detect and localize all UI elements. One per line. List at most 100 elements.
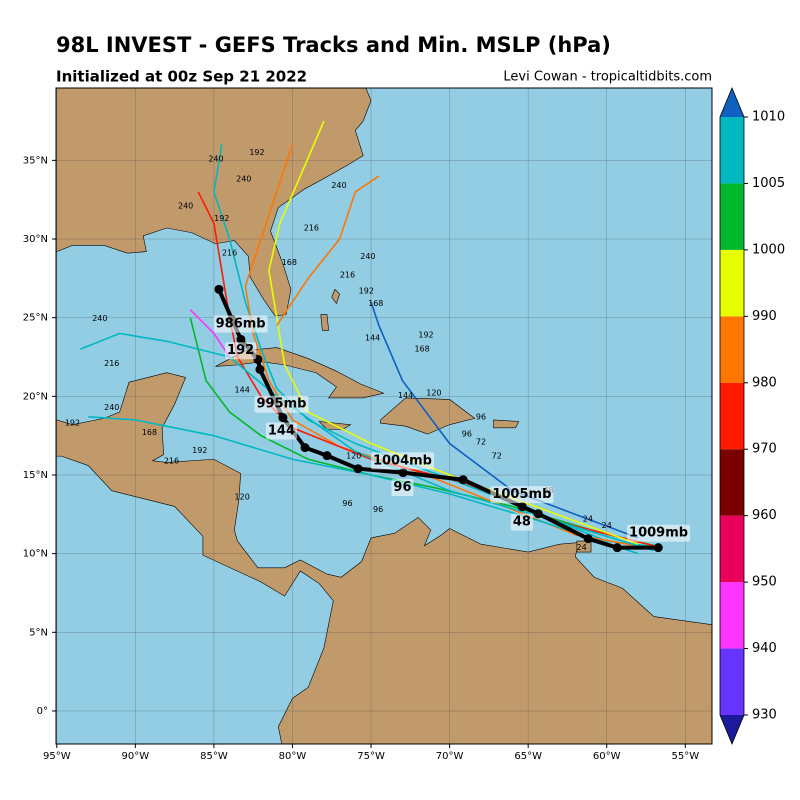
y-tick-label: 10°N [23, 549, 48, 560]
x-tick-label: 95°W [43, 751, 71, 762]
hour-label: 192 [65, 419, 80, 428]
hour-label: 168 [414, 345, 429, 354]
hour-label: 240 [104, 403, 119, 412]
mean-track-point [583, 534, 593, 544]
colorbar-label: 940 [752, 641, 777, 656]
hour-label: 192 [192, 446, 207, 455]
mean-track-point [353, 464, 363, 474]
track-label: 96 [393, 480, 411, 495]
track-label: 995mb [256, 397, 306, 412]
y-tick-label: 20°N [23, 391, 48, 402]
hour-label: 216 [304, 224, 319, 233]
y-tick-label: 15°N [23, 470, 48, 481]
mean-track-point [517, 502, 527, 512]
x-tick-label: 60°W [593, 751, 621, 762]
hour-label: 240 [208, 154, 223, 163]
hour-label: 168 [142, 428, 157, 437]
landmass [320, 314, 329, 331]
hour-label: 240 [331, 181, 346, 190]
hour-label: 240 [236, 175, 251, 184]
colorbar-segment [720, 316, 744, 383]
hour-label: 192 [418, 330, 433, 339]
landmass [493, 419, 520, 429]
hour-label: 144 [398, 391, 413, 400]
hour-label: 216 [164, 456, 179, 465]
mean-track-point [255, 364, 265, 374]
colorbar-segment [720, 648, 744, 715]
colorbar-label: 970 [752, 442, 777, 457]
mean-track-point [214, 284, 224, 294]
hour-label: 96 [462, 430, 472, 439]
track-label: 1004mb [373, 453, 432, 468]
mean-track-point [398, 468, 408, 478]
hour-label: 24 [583, 515, 593, 524]
x-tick-label: 80°W [279, 751, 307, 762]
member-track [189, 309, 231, 358]
mean-track-point [278, 413, 288, 423]
y-tick-label: 35°N [23, 155, 48, 166]
y-tick-label: 5°N [29, 627, 48, 638]
colorbar-segment [720, 117, 744, 184]
colorbar-under [720, 715, 744, 744]
colorbar-segment [720, 582, 744, 649]
mean-track-point [653, 543, 663, 553]
title: 98L INVEST - GEFS Tracks and Min. MSLP (… [56, 33, 611, 57]
mean-track-point [458, 475, 468, 485]
label-box [370, 452, 434, 470]
hour-label: 168 [282, 258, 297, 267]
label-box [225, 342, 257, 360]
hour-label: 96 [342, 499, 352, 508]
colorbar-segment [720, 183, 744, 250]
hour-label: 120 [346, 452, 361, 461]
hour-label: 240 [360, 252, 375, 261]
colorbar-segment [720, 249, 744, 317]
colorbar-label: 950 [752, 575, 777, 590]
mean-track-point [236, 334, 246, 344]
hour-label: 216 [222, 249, 237, 258]
hour-label: 216 [104, 359, 119, 368]
colorbar-label: 990 [752, 309, 777, 324]
hour-label: 192 [359, 286, 374, 295]
hour-label: 120 [426, 389, 441, 398]
y-tick-label: 25°N [23, 313, 48, 324]
hour-label: 24 [576, 543, 586, 552]
hour-label: 72 [476, 437, 486, 446]
mean-track-point [322, 451, 332, 461]
y-tick-label: 0° [37, 706, 48, 717]
track-label: 144 [268, 423, 295, 438]
x-tick-label: 65°W [514, 751, 542, 762]
label-box [490, 486, 554, 504]
hour-label: 96 [476, 412, 486, 421]
hour-label: 216 [340, 271, 355, 280]
label-box [627, 524, 691, 542]
mean-track-point [612, 543, 622, 553]
track-label: 1009mb [629, 526, 688, 541]
colorbar-label: 960 [752, 508, 777, 523]
subtitle: Initialized at 00z Sep 21 2022 [56, 68, 307, 86]
hour-label: 72 [492, 452, 502, 461]
colorbar-label: 930 [752, 708, 777, 723]
hour-label: 240 [92, 314, 107, 323]
hour-label: 96 [373, 505, 383, 514]
colorbar-segment [720, 382, 744, 450]
y-tick-label: 30°N [23, 234, 48, 245]
hour-label: 240 [178, 201, 193, 210]
member-track [370, 301, 639, 539]
colorbar-label: 1010 [752, 110, 785, 125]
hour-label: 24 [602, 521, 612, 530]
label-box [213, 315, 268, 333]
map-frame [55, 87, 713, 745]
colorbar-label: 980 [752, 375, 777, 390]
label-box [254, 395, 309, 413]
hour-label: 192 [249, 148, 264, 157]
credit: Levi Cowan - tropicaltidbits.com [503, 70, 712, 85]
tracks: 240 192 240 216 240 216 192 168 144 168 192 120 144 9… [65, 120, 691, 555]
mean-track-point [300, 443, 310, 453]
hour-label: 144 [365, 334, 380, 343]
mean-track-point [533, 509, 543, 519]
track-label: 48 [513, 515, 531, 530]
member-track [276, 175, 380, 326]
hour-label: 144 [235, 386, 250, 395]
